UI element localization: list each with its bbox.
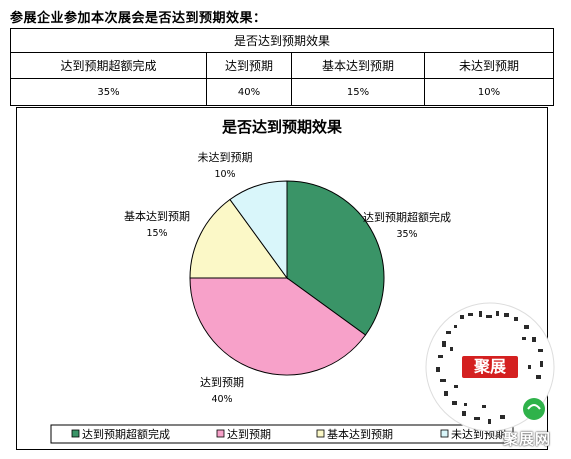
legend-swatch xyxy=(440,429,449,438)
slice-label: 达到预期超额完成 xyxy=(363,210,451,224)
pie-slice xyxy=(229,180,288,280)
legend-swatch xyxy=(71,429,80,438)
slice-value-label: 15% xyxy=(146,228,167,239)
slice-labels: 达到预期超额完成 35% 达到预期 40% 基本达到预期 15% 未达到预期 10% xyxy=(124,151,451,405)
legend-swatch xyxy=(316,429,325,438)
slice-value-label: 10% xyxy=(214,169,235,180)
pie-slice xyxy=(189,198,288,279)
table-cell: 基本达到预期 xyxy=(291,52,425,79)
legend-label: 达到预期 xyxy=(227,428,271,441)
table-cell: 35% xyxy=(10,78,207,106)
section-title: 参展企业参加本次展会是否达到预期效果： xyxy=(10,11,267,26)
pie-slice xyxy=(189,277,367,376)
table-cell: 10% xyxy=(424,78,554,106)
table-header: 是否达到预期效果 xyxy=(10,28,554,53)
pie-slices xyxy=(189,180,385,376)
slice-value-label: 40% xyxy=(211,394,232,405)
summary-table: 是否达到预期效果 达到预期超额完成 达到预期 基本达到预期 未达到预期 35% … xyxy=(10,28,554,106)
table-cell: 未达到预期 xyxy=(424,52,554,79)
watermark: 聚展网 xyxy=(503,430,552,448)
table-cell: 达到预期 xyxy=(206,52,292,79)
pie-slice xyxy=(286,180,385,336)
chart-frame: 是否达到预期效果 达到预期超额完成 35% 达到预期 40% 基本达到预期 15% 未达到预… xyxy=(16,107,548,450)
chart-title: 是否达到预期效果 xyxy=(221,118,343,136)
table-cell: 15% xyxy=(291,78,425,106)
legend-swatch xyxy=(216,429,225,438)
table-header-row: 是否达到预期效果 xyxy=(10,28,554,53)
legend-label: 基本达到预期 xyxy=(327,427,393,441)
table-row: 35% 40% 15% 10% xyxy=(10,78,554,106)
slice-value-label: 35% xyxy=(396,229,417,240)
table-row: 达到预期超额完成 达到预期 基本达到预期 未达到预期 xyxy=(10,52,554,79)
legend-box xyxy=(50,424,514,444)
slice-label: 未达到预期 xyxy=(198,151,253,164)
legend-label: 达到预期超额完成 xyxy=(82,427,170,441)
logo: 聚展 xyxy=(462,356,518,378)
slice-label: 基本达到预期 xyxy=(124,209,190,223)
slice-label: 达到预期 xyxy=(200,376,244,389)
table-cell: 40% xyxy=(206,78,292,106)
table-cell: 达到预期超额完成 xyxy=(10,52,207,79)
